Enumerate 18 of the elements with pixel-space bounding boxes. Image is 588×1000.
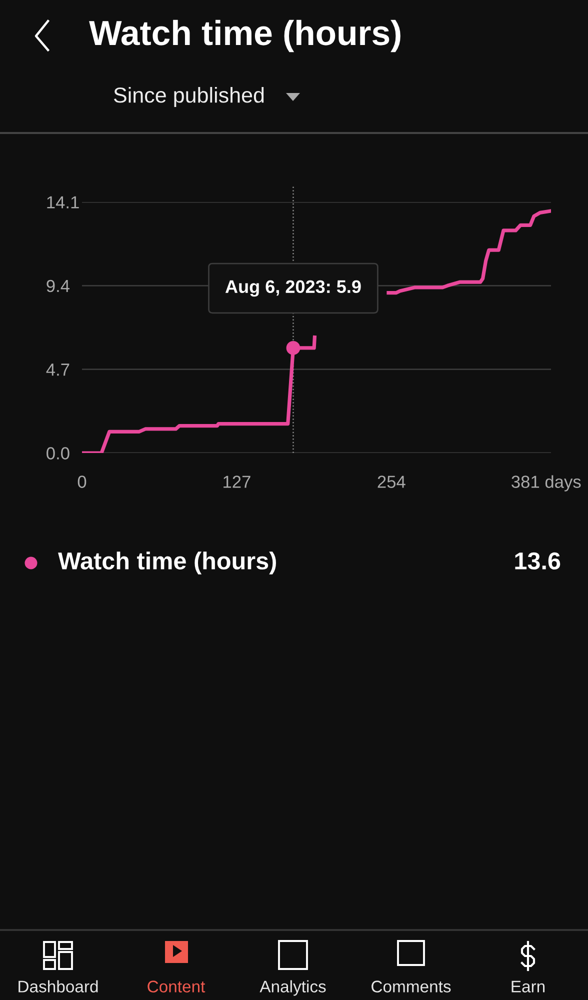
y-tick-label: 14.1: [47, 196, 79, 208]
text: Content: [148, 980, 206, 992]
chart-subtitle: Since published: [114, 86, 264, 108]
legend-label: Watch time (hours): [58, 552, 276, 574]
x-tick-label: 381 days: [512, 475, 581, 492]
x-tick-label: 0: [78, 476, 86, 488]
x-tick-label: 127: [224, 476, 250, 488]
y-tick-label: 0.0: [46, 447, 70, 460]
text: 13.6: [515, 552, 560, 570]
text: Analytics: [260, 980, 326, 996]
y-tick-label: 4.7: [46, 364, 70, 376]
text: Earn: [512, 980, 545, 992]
chart-title: Watch time (hours): [89, 20, 400, 52]
text: Dashboard: [18, 980, 98, 992]
x-tick-label: 254: [378, 476, 406, 488]
text: Comments: [372, 980, 451, 992]
annotation: Aug 6, 2023: 5.9: [225, 280, 361, 297]
y-tick-label: 9.4: [46, 280, 70, 292]
